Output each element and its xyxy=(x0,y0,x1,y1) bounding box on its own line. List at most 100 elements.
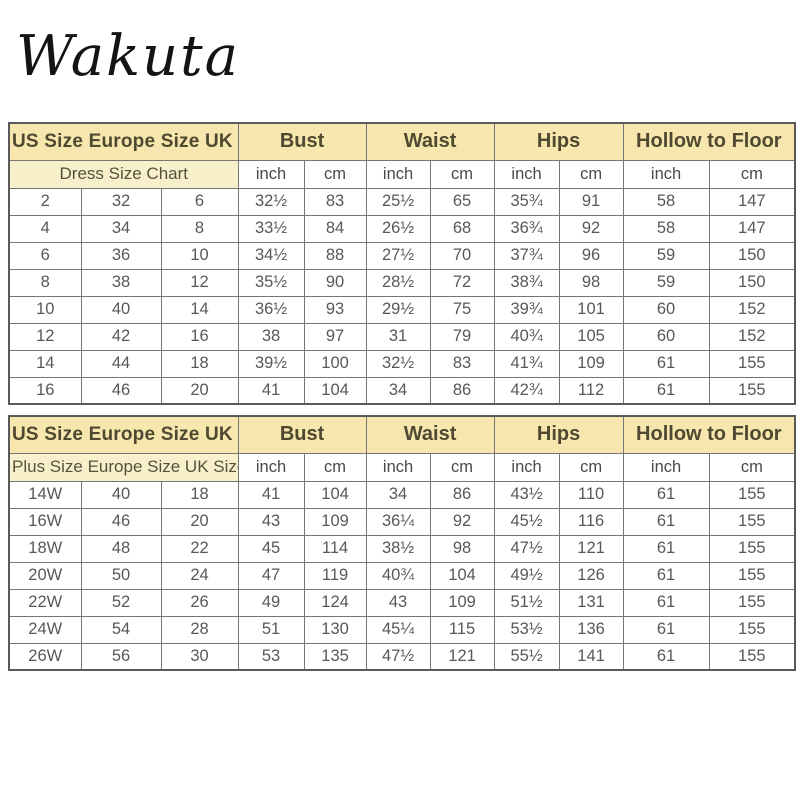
table-row: 16 46 20 41 104 34 86 42¾ 112 61 155 xyxy=(8,376,796,405)
size-value-cell: 65 xyxy=(429,187,495,216)
size-value-cell: 35¾ xyxy=(493,187,560,216)
size-value-cell: 34 xyxy=(365,480,431,509)
plus-size-table-body: 14W 40 18 41 104 34 86 43½ 110 61 155 16W 46 20 43 109 3… xyxy=(8,480,796,671)
waist-header: Waist xyxy=(365,415,495,454)
size-value-cell: 47½ xyxy=(493,534,560,563)
table-row: 26W 56 30 53 135 47½ 121 55½ 141 61 155 xyxy=(8,642,796,671)
size-value-cell: 155 xyxy=(708,376,796,405)
size-value-cell: 61 xyxy=(622,507,710,536)
size-value-cell: 56 xyxy=(80,642,162,671)
size-value-cell: 90 xyxy=(303,268,367,297)
size-value-cell: 37¾ xyxy=(493,241,560,270)
table-row: 22W 52 26 49 124 43 109 51½ 131 61 155 xyxy=(8,588,796,617)
waist-header: Waist xyxy=(365,122,495,161)
size-value-cell: 14W xyxy=(8,480,82,509)
size-value-cell: 110 xyxy=(558,480,624,509)
size-value-cell: 49 xyxy=(237,588,305,617)
size-value-cell: 79 xyxy=(429,322,495,351)
size-value-cell: 121 xyxy=(558,534,624,563)
size-value-cell: 86 xyxy=(429,376,495,405)
table-row: 14 44 18 39½ 100 32½ 83 41¾ 109 61 155 xyxy=(8,349,796,378)
size-value-cell: 47½ xyxy=(365,642,431,671)
size-value-cell: 83 xyxy=(303,187,367,216)
size-value-cell: 61 xyxy=(622,588,710,617)
size-value-cell: 155 xyxy=(708,588,796,617)
size-value-cell: 147 xyxy=(708,187,796,216)
table-row: 24W 54 28 51 130 45¼ 115 53½ 136 61 155 xyxy=(8,615,796,644)
size-value-cell: 91 xyxy=(558,187,624,216)
size-value-cell: 27½ xyxy=(365,241,431,270)
size-value-cell: 124 xyxy=(303,588,367,617)
size-value-cell: 22 xyxy=(160,534,239,563)
size-value-cell: 96 xyxy=(558,241,624,270)
size-value-cell: 86 xyxy=(429,480,495,509)
hips-header: Hips xyxy=(493,122,624,161)
bust-cm-header: cm xyxy=(303,452,367,482)
size-value-cell: 72 xyxy=(429,268,495,297)
size-value-cell: 10 xyxy=(160,241,239,270)
size-value-cell: 20 xyxy=(160,376,239,405)
size-value-cell: 4 xyxy=(8,214,82,243)
size-value-cell: 16W xyxy=(8,507,82,536)
size-value-cell: 152 xyxy=(708,322,796,351)
size-value-cell: 34 xyxy=(80,214,162,243)
size-value-cell: 50 xyxy=(80,561,162,590)
size-value-cell: 58 xyxy=(622,214,710,243)
size-value-cell: 104 xyxy=(303,480,367,509)
waist-cm-header: cm xyxy=(429,452,495,482)
size-value-cell: 100 xyxy=(303,349,367,378)
size-value-cell: 60 xyxy=(622,322,710,351)
size-value-cell: 104 xyxy=(303,376,367,405)
size-value-cell: 29½ xyxy=(365,295,431,324)
size-value-cell: 61 xyxy=(622,642,710,671)
size-value-cell: 40 xyxy=(80,480,162,509)
size-value-cell: 18W xyxy=(8,534,82,563)
size-value-cell: 45 xyxy=(237,534,305,563)
table-row: 10 40 14 36½ 93 29½ 75 39¾ 101 60 152 xyxy=(8,295,796,324)
size-value-cell: 114 xyxy=(303,534,367,563)
size-value-cell: 61 xyxy=(622,480,710,509)
size-value-cell: 155 xyxy=(708,642,796,671)
size-value-cell: 49½ xyxy=(493,561,560,590)
size-value-cell: 41 xyxy=(237,480,305,509)
size-value-cell: 109 xyxy=(429,588,495,617)
size-value-cell: 42 xyxy=(80,322,162,351)
size-value-cell: 32 xyxy=(80,187,162,216)
dress-size-table: US Size Europe Size UK Size Bust Waist H… xyxy=(8,122,797,405)
size-value-cell: 121 xyxy=(429,642,495,671)
size-value-cell: 119 xyxy=(303,561,367,590)
size-systems-header: US Size Europe Size UK Size xyxy=(8,415,239,454)
size-value-cell: 101 xyxy=(558,295,624,324)
table-subheader-row: Plus Size Europe Size UK Size inch cm in… xyxy=(8,452,796,482)
size-value-cell: 155 xyxy=(708,507,796,536)
size-value-cell: 75 xyxy=(429,295,495,324)
size-value-cell: 155 xyxy=(708,615,796,644)
size-value-cell: 152 xyxy=(708,295,796,324)
hips-inch-header: inch xyxy=(493,159,560,189)
size-value-cell: 147 xyxy=(708,214,796,243)
size-value-cell: 98 xyxy=(558,268,624,297)
size-value-cell: 34½ xyxy=(237,241,305,270)
size-value-cell: 112 xyxy=(558,376,624,405)
size-value-cell: 10 xyxy=(8,295,82,324)
size-value-cell: 51 xyxy=(237,615,305,644)
size-value-cell: 43½ xyxy=(493,480,560,509)
size-value-cell: 38½ xyxy=(365,534,431,563)
size-value-cell: 38 xyxy=(80,268,162,297)
hollow-inch-header: inch xyxy=(622,159,710,189)
size-value-cell: 43 xyxy=(365,588,431,617)
waist-cm-header: cm xyxy=(429,159,495,189)
size-value-cell: 34 xyxy=(365,376,431,405)
size-value-cell: 16 xyxy=(160,322,239,351)
size-value-cell: 88 xyxy=(303,241,367,270)
hips-header: Hips xyxy=(493,415,624,454)
brand-logo: Wakuta xyxy=(16,24,240,89)
hollow-cm-header: cm xyxy=(708,159,796,189)
size-value-cell: 46 xyxy=(80,507,162,536)
table-row: 16W 46 20 43 109 36¼ 92 45½ 116 61 155 xyxy=(8,507,796,536)
hollow-to-floor-header: Hollow to Floor xyxy=(622,122,796,161)
size-value-cell: 8 xyxy=(8,268,82,297)
table-row: 4 34 8 33½ 84 26½ 68 36¾ 92 58 147 xyxy=(8,214,796,243)
hips-cm-header: cm xyxy=(558,452,624,482)
size-value-cell: 39¾ xyxy=(493,295,560,324)
